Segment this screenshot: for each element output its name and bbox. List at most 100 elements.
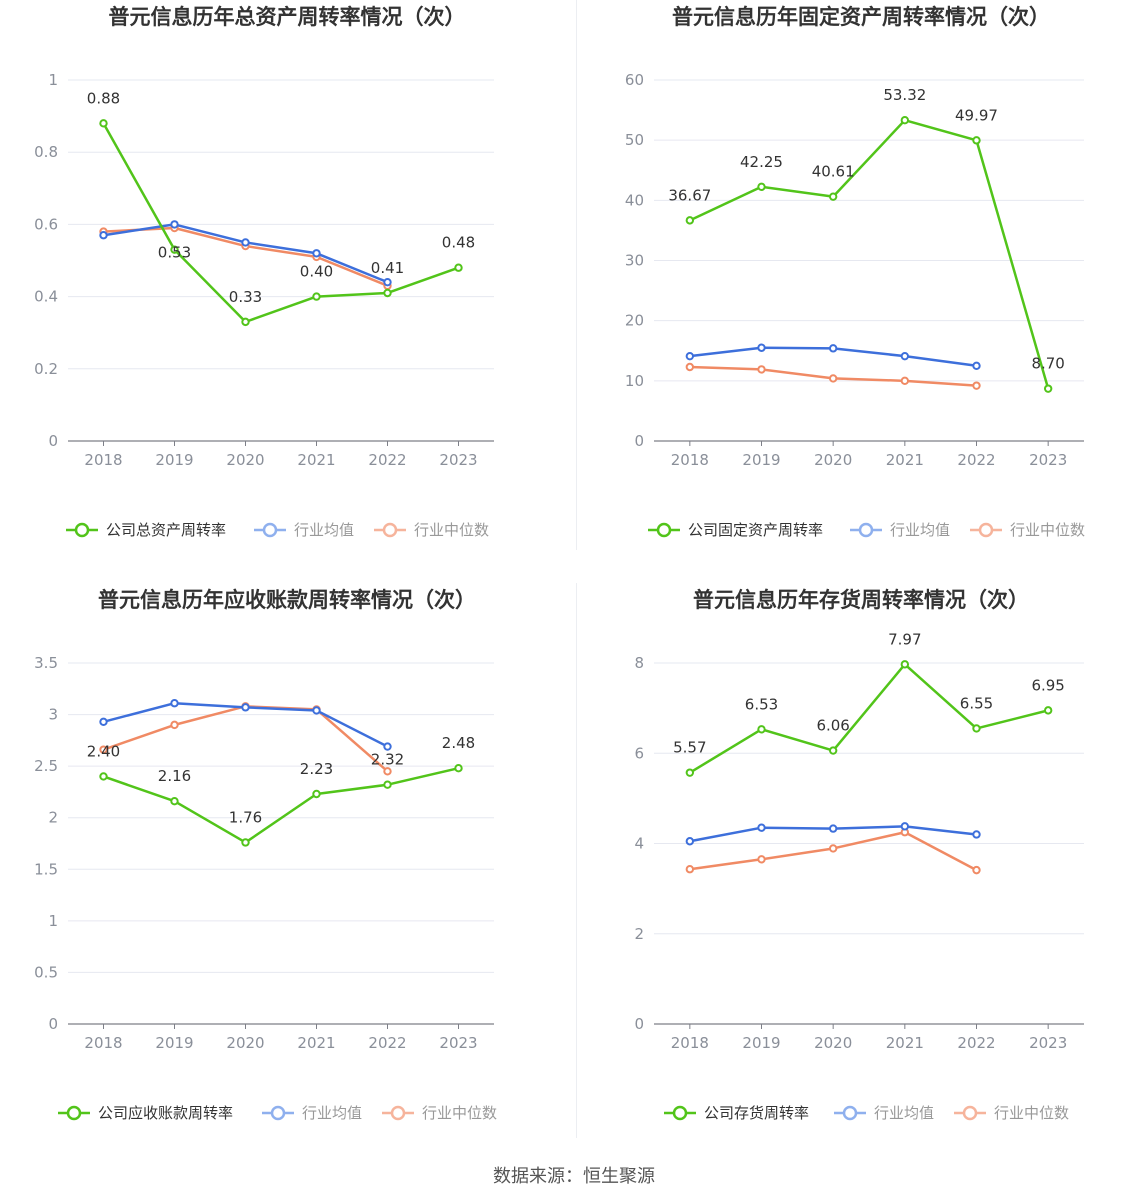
chart-svg: 普元信息历年固定资产周转率情况（次） 0 10 20 30 40 50 60 2018 2019 2… — [625, 5, 1085, 539]
legend-swatch-marker — [66, 1105, 82, 1121]
chart-title: 普元信息历年总资产周转率情况（次） — [109, 5, 466, 29]
series-line-company — [102, 122, 459, 324]
data-point-company — [99, 119, 108, 128]
chart-fixed-asset-turnover: 普元信息历年固定资产周转率情况（次） 0 10 20 30 40 50 60 2018 2019 2… — [574, 0, 1148, 583]
legend-swatch-marker — [656, 522, 672, 538]
y-tick-label: 2 — [634, 925, 644, 943]
y-tick-label: 0.5 — [34, 963, 58, 981]
data-label: 0.48 — [442, 234, 475, 252]
x-tick-label: 2021 — [297, 1034, 335, 1052]
legend-label: 公司固定资产周转率 — [688, 521, 823, 539]
x-tick-label: 2023 — [1029, 1034, 1067, 1052]
data-label: 2.16 — [158, 767, 191, 785]
y-tick-label: 40 — [625, 191, 644, 209]
data-point-avg — [757, 823, 766, 832]
chart-title: 普元信息历年固定资产周转率情况（次） — [672, 5, 1050, 29]
data-point-company — [170, 245, 179, 254]
data-point-median — [757, 855, 766, 864]
y-tick-label: 2.5 — [34, 757, 58, 775]
legend-label: 公司应收账款周转率 — [98, 1104, 233, 1122]
legend-label: 行业中位数 — [414, 521, 489, 539]
y-tick-label: 0 — [634, 432, 644, 450]
y-tick-label: 1.5 — [34, 860, 58, 878]
data-point-company — [757, 182, 766, 191]
data-point-median — [170, 720, 179, 730]
data-label: 0.88 — [87, 89, 120, 107]
data-point-avg — [241, 238, 250, 247]
data-point-company — [1043, 706, 1053, 715]
data-label: 0.41 — [371, 259, 404, 277]
data-label: 5.57 — [673, 739, 706, 757]
legend-swatch-marker — [978, 522, 994, 538]
data-point-company — [312, 789, 321, 799]
x-tick-label: 2022 — [957, 1034, 995, 1052]
y-tick-label: 1 — [48, 71, 58, 89]
y-tick-label: 4 — [634, 835, 644, 853]
data-point-company — [1043, 384, 1053, 393]
x-tick-label: 2018 — [84, 451, 122, 469]
x-tick-label: 2018 — [84, 1034, 122, 1052]
chart-total-asset-turnover: 普元信息历年总资产周转率情况（次） 0 0.2 0.4 0.6 0.8 1 2018 2019 2… — [0, 0, 574, 583]
y-tick-label: 1 — [48, 912, 58, 930]
data-point-avg — [900, 822, 910, 831]
legend-label: 行业均值 — [294, 521, 354, 539]
panel-divider-top — [576, 0, 577, 550]
series-line-company — [103, 766, 459, 844]
data-label: 6.95 — [1031, 676, 1064, 694]
data-point-company — [99, 772, 108, 781]
series-line-median — [103, 705, 389, 773]
y-tick-label: 3 — [48, 706, 58, 724]
y-tick-label: 10 — [625, 372, 644, 390]
y-tick-label: 0.6 — [34, 215, 58, 233]
data-point-avg — [99, 231, 108, 240]
data-label: 2.23 — [300, 760, 333, 778]
chart-svg: 普元信息历年存货周转率情况（次） 0 2 4 6 8 2018 2019 2020 2021 202… — [634, 588, 1084, 1122]
legend-swatch-marker — [74, 522, 90, 538]
y-tick-label: 2 — [48, 809, 58, 827]
data-point-company — [972, 136, 981, 145]
x-tick-label: 2023 — [439, 451, 477, 469]
data-point-avg — [757, 343, 766, 352]
data-point-median — [685, 865, 695, 874]
data-point-avg — [170, 699, 179, 708]
x-tick-label: 2019 — [155, 451, 193, 469]
legend-label: 公司总资产周转率 — [106, 521, 226, 539]
data-point-avg — [828, 824, 838, 833]
data-label: 6.55 — [960, 694, 993, 712]
data-point-avg — [685, 837, 695, 846]
data-point-avg — [99, 717, 108, 726]
data-point-avg — [972, 830, 981, 839]
data-label: 2.48 — [442, 734, 475, 752]
data-point-avg — [972, 361, 981, 370]
y-tick-label: 0.8 — [34, 143, 58, 161]
legend-label: 行业均值 — [874, 1104, 934, 1122]
y-tick-label: 50 — [625, 131, 644, 149]
chart-title: 普元信息历年存货周转率情况（次） — [693, 588, 1029, 612]
legend-label: 行业中位数 — [422, 1104, 497, 1122]
legend-label: 行业均值 — [302, 1104, 362, 1122]
x-tick-label: 2019 — [742, 451, 780, 469]
x-tick-label: 2022 — [957, 451, 995, 469]
y-tick-label: 3.5 — [34, 654, 58, 672]
y-tick-label: 0.4 — [34, 288, 58, 306]
x-tick-label: 2023 — [439, 1034, 477, 1052]
panel-divider-bottom — [576, 583, 577, 1138]
chart-title: 普元信息历年应收账款周转率情况（次） — [98, 588, 476, 612]
legend-swatch-marker — [390, 1105, 406, 1121]
series-line-median — [103, 226, 388, 287]
x-tick-label: 2021 — [297, 451, 335, 469]
y-tick-label: 0 — [48, 432, 58, 450]
data-label: 36.67 — [668, 186, 711, 204]
x-tick-label: 2020 — [226, 1034, 264, 1052]
x-tick-label: 2018 — [671, 451, 709, 469]
data-point-median — [757, 365, 766, 374]
data-point-company — [972, 724, 981, 733]
x-tick-label: 2022 — [368, 1034, 406, 1052]
data-point-company — [828, 192, 838, 201]
data-point-median — [685, 362, 695, 372]
y-tick-label: 0 — [48, 1015, 58, 1033]
data-point-avg — [312, 706, 321, 715]
x-tick-label: 2018 — [671, 1034, 709, 1052]
data-label: 1.76 — [229, 808, 262, 826]
legend-label: 公司存货周转率 — [704, 1104, 809, 1122]
